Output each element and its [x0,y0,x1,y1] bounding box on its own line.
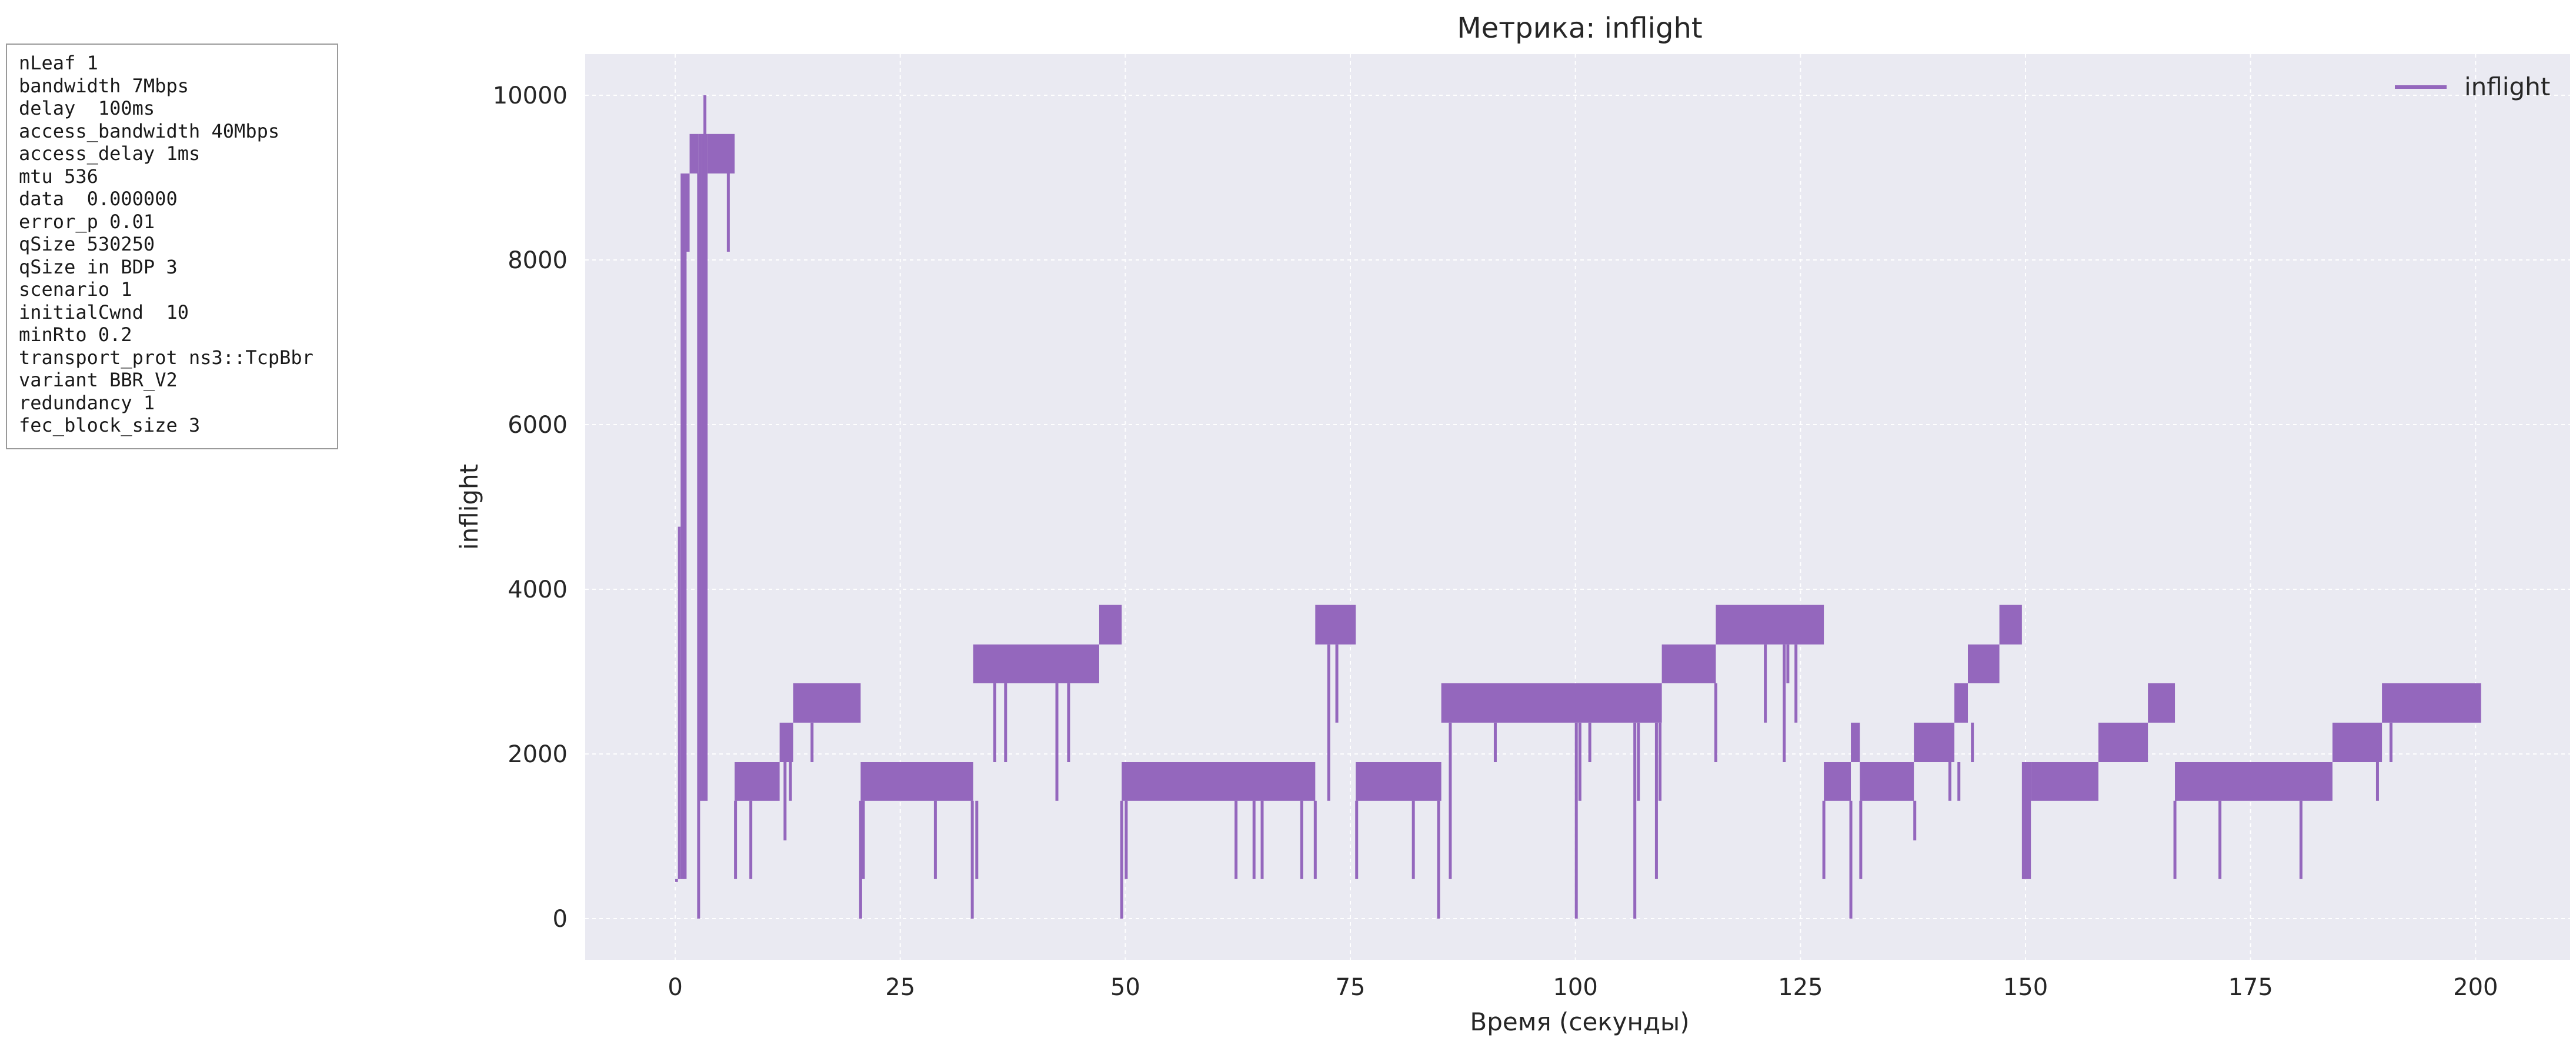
param-line: redundancy 1 [19,391,155,414]
series-band [2382,683,2481,723]
series-band [2098,722,2148,762]
y-tick-label: 6000 [508,412,568,439]
param-line: qSize 530250 [19,233,155,255]
param-line: scenario 1 [19,278,132,301]
series-band [2332,722,2383,762]
series-band [1824,762,1851,801]
series-band [1315,605,1356,645]
series-band [1356,762,1442,801]
param-line: variant BBR_V2 [19,369,178,391]
param-line: access_delay 1ms [19,142,201,165]
series-band [678,526,681,879]
y-tick-label: 10000 [493,82,568,109]
param-line: transport_prot ns3::TcpBbr [19,346,313,369]
param-line: minRto 0.2 [19,323,132,346]
series-band [1999,605,2022,645]
series-band [1954,683,1968,723]
param-line: nLeaf 1 [19,52,98,74]
series-band [702,133,708,801]
series-band [1851,722,1860,762]
x-tick-label: 75 [1336,974,1366,1001]
series-band [973,644,1099,683]
series-band [779,722,793,762]
params-box: nLeaf 1 bandwidth 7Mbps delay 100ms access_… [6,44,338,449]
series-band [2031,762,2098,801]
param-line: error_p 0.01 [19,210,155,233]
legend: inflight [2395,72,2550,101]
y-axis-label: inflight [455,464,483,550]
series-band [684,173,690,252]
series-band [2148,683,2175,723]
series-inflight [675,95,2481,919]
series-band [793,683,861,723]
series-band [2175,762,2333,801]
legend-label: inflight [2464,72,2550,101]
grid-layer [585,54,2570,960]
x-axis-label: Время (секунды) [1470,1007,1689,1036]
param-line: qSize in BDP 3 [19,255,178,278]
x-tick-label: 175 [2228,974,2273,1001]
chart-title: Метрика: inflight [1457,12,1702,45]
y-tick-label: 8000 [508,247,568,274]
x-tick-label: 200 [2453,974,2498,1001]
series-band [1860,762,1914,801]
x-tick-label: 150 [2003,974,2048,1001]
series-band [1914,722,1955,762]
series-band [1122,762,1316,801]
y-tick-label: 0 [553,906,568,933]
param-line: access_bandwidth 40Mbps [19,119,280,142]
x-tick-label: 25 [885,974,915,1001]
series-band [860,762,973,801]
series-band [708,133,735,173]
param-line: delay 100ms [19,97,155,119]
series-band [735,762,780,801]
param-line: fec_block_size 3 [19,414,201,436]
series-band [1968,644,2000,683]
y-tick-label: 4000 [508,576,568,603]
x-tick-label: 0 [668,974,682,1001]
series-band [680,173,685,879]
series-band [1716,605,1824,645]
series-band [1441,683,1662,723]
x-tick-label: 125 [1778,974,1823,1001]
param-line: data 0.000000 [19,188,178,210]
series-band [675,879,678,882]
param-line: bandwidth 7Mbps [19,74,189,97]
x-tick-label: 50 [1110,974,1140,1001]
y-tick-label: 2000 [508,741,568,768]
series-band [689,133,699,173]
series-band [1661,644,1716,683]
param-line: initialCwnd 10 [19,301,189,323]
x-tick-label: 100 [1553,974,1597,1001]
series-band [698,133,702,801]
param-line: mtu 536 [19,165,98,188]
series-band [1099,605,1122,645]
tick-labels: 0 25 50 75 100 125 150 175 200020004000600080001… [493,82,2498,1001]
